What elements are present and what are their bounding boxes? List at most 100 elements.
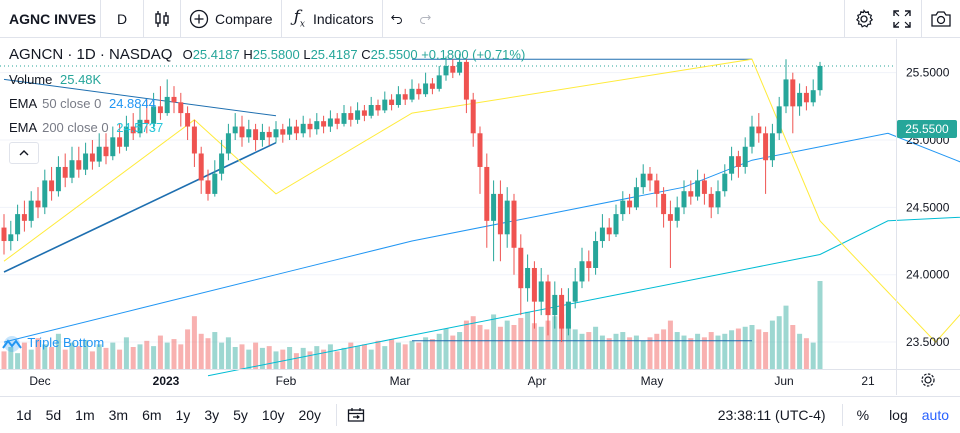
candle-body xyxy=(1,227,7,242)
volume-bar xyxy=(178,344,184,369)
volume-bar xyxy=(42,344,48,369)
clock[interactable]: 23:38:11 (UTC-4) xyxy=(717,407,826,423)
percent-toggle[interactable]: % xyxy=(856,407,870,423)
candle-body xyxy=(35,200,41,208)
auto-toggle[interactable]: auto xyxy=(921,407,949,423)
candle-body xyxy=(89,153,95,162)
volume-bar xyxy=(783,305,789,369)
volume-bar xyxy=(511,325,517,369)
candle-body xyxy=(157,106,163,114)
symbol-legend: AGNCN · 1D · NASDAQ O25.4187 H25.5800 L2… xyxy=(9,46,525,63)
falling-trendline xyxy=(3,78,277,117)
volume-bar xyxy=(763,332,769,369)
candle-body xyxy=(239,126,245,138)
compare-button[interactable]: Compare xyxy=(181,0,281,38)
candle-body xyxy=(654,180,660,194)
volume-bar xyxy=(477,325,483,369)
range-5d[interactable]: 5d xyxy=(45,407,62,423)
range-3y[interactable]: 3y xyxy=(204,407,220,423)
candle-body xyxy=(259,131,265,141)
candle-body xyxy=(117,137,123,147)
ema200-legend[interactable]: EMA 200 close 0 24.5737 xyxy=(9,120,163,135)
candle-body xyxy=(661,193,667,215)
ema200-label: EMA xyxy=(9,120,37,135)
time-tick-label: Mar xyxy=(390,374,411,388)
ema200-path xyxy=(207,216,960,377)
range-1m[interactable]: 1m xyxy=(75,407,95,423)
volume-bar xyxy=(654,333,660,369)
volume-bar xyxy=(457,332,463,369)
volume-bar xyxy=(606,338,612,369)
time-tick-label: May xyxy=(641,374,664,388)
volume-bar xyxy=(389,339,395,369)
candle-body xyxy=(620,200,626,215)
volume-bar xyxy=(225,337,231,369)
range-10y[interactable]: 10y xyxy=(261,407,285,423)
candle-body xyxy=(552,294,558,316)
log-toggle[interactable]: log xyxy=(889,407,908,423)
range-1d[interactable]: 1d xyxy=(16,407,32,423)
volume-bar xyxy=(708,332,714,369)
redo-button[interactable] xyxy=(411,0,439,38)
candle-body xyxy=(790,79,796,107)
time-tick-label: Jun xyxy=(774,374,793,388)
ema50-legend[interactable]: EMA 50 close 0 24.8844 xyxy=(9,96,156,111)
interval-button[interactable]: D xyxy=(116,10,128,27)
price-tick-label: 23.5000 xyxy=(906,335,950,349)
last-price-tag: 25.5500 xyxy=(897,120,957,138)
high-label: H xyxy=(243,47,253,62)
volume-bar xyxy=(96,344,102,369)
candle-body xyxy=(361,110,367,116)
time-tick-label: 2023 xyxy=(153,374,180,388)
range-6m[interactable]: 6m xyxy=(142,407,162,423)
volume-bar xyxy=(538,326,544,369)
settings-button[interactable] xyxy=(845,0,883,38)
fullscreen-button[interactable] xyxy=(883,0,921,38)
chart-area[interactable]: 25.5000 25.0000 24.5000 24.0000 23.5000 Dec 2… xyxy=(0,39,960,395)
candle-body xyxy=(171,96,177,103)
range-5y[interactable]: 5y xyxy=(233,407,248,423)
snapshot-button[interactable] xyxy=(922,0,960,38)
time-axis[interactable]: Dec 2023 Feb Mar Apr May Jun 21 xyxy=(29,373,935,388)
candle-body xyxy=(681,191,687,208)
divider xyxy=(921,0,922,38)
candle-body xyxy=(640,173,646,188)
pattern-label[interactable]: Triple Bottom xyxy=(0,335,104,352)
undo-button[interactable] xyxy=(383,0,411,38)
legend-collapse-button[interactable] xyxy=(9,142,39,164)
volume-bar xyxy=(69,342,75,369)
range-1y[interactable]: 1y xyxy=(175,407,191,423)
candle-body xyxy=(763,133,769,161)
candle-body xyxy=(355,110,361,120)
indicators-button[interactable]: ƒx Indicators xyxy=(282,0,382,38)
axis-settings-icon[interactable] xyxy=(921,373,935,387)
volume-bar xyxy=(375,340,381,369)
volume-legend[interactable]: Volume 25.48K xyxy=(9,72,101,87)
candle-body xyxy=(647,173,653,181)
volume-bar xyxy=(810,342,816,369)
candle-body xyxy=(389,99,395,105)
volume-bar xyxy=(667,320,673,369)
candle-body xyxy=(103,146,109,157)
candle-body xyxy=(450,65,456,73)
candle-body xyxy=(586,261,592,268)
volume-bar xyxy=(756,329,762,369)
range-3m[interactable]: 3m xyxy=(108,407,129,423)
candle-body xyxy=(497,193,503,235)
symbol-search[interactable]: AGNC INVES xyxy=(9,10,97,27)
candle-body xyxy=(110,137,116,157)
volume-bar xyxy=(429,339,435,369)
volume-bar xyxy=(518,317,524,369)
range-20y[interactable]: 20y xyxy=(298,407,322,423)
chart-type-button[interactable] xyxy=(144,0,180,38)
change-value: +0.1800 (+0.71%) xyxy=(421,47,526,62)
candle-body xyxy=(538,281,544,302)
volume-bar xyxy=(83,339,89,369)
plus-circle-icon xyxy=(189,9,209,28)
candle-body xyxy=(28,200,34,221)
date-range-button[interactable] xyxy=(337,407,375,423)
volume-bar xyxy=(273,351,279,369)
candle-body xyxy=(280,129,286,135)
